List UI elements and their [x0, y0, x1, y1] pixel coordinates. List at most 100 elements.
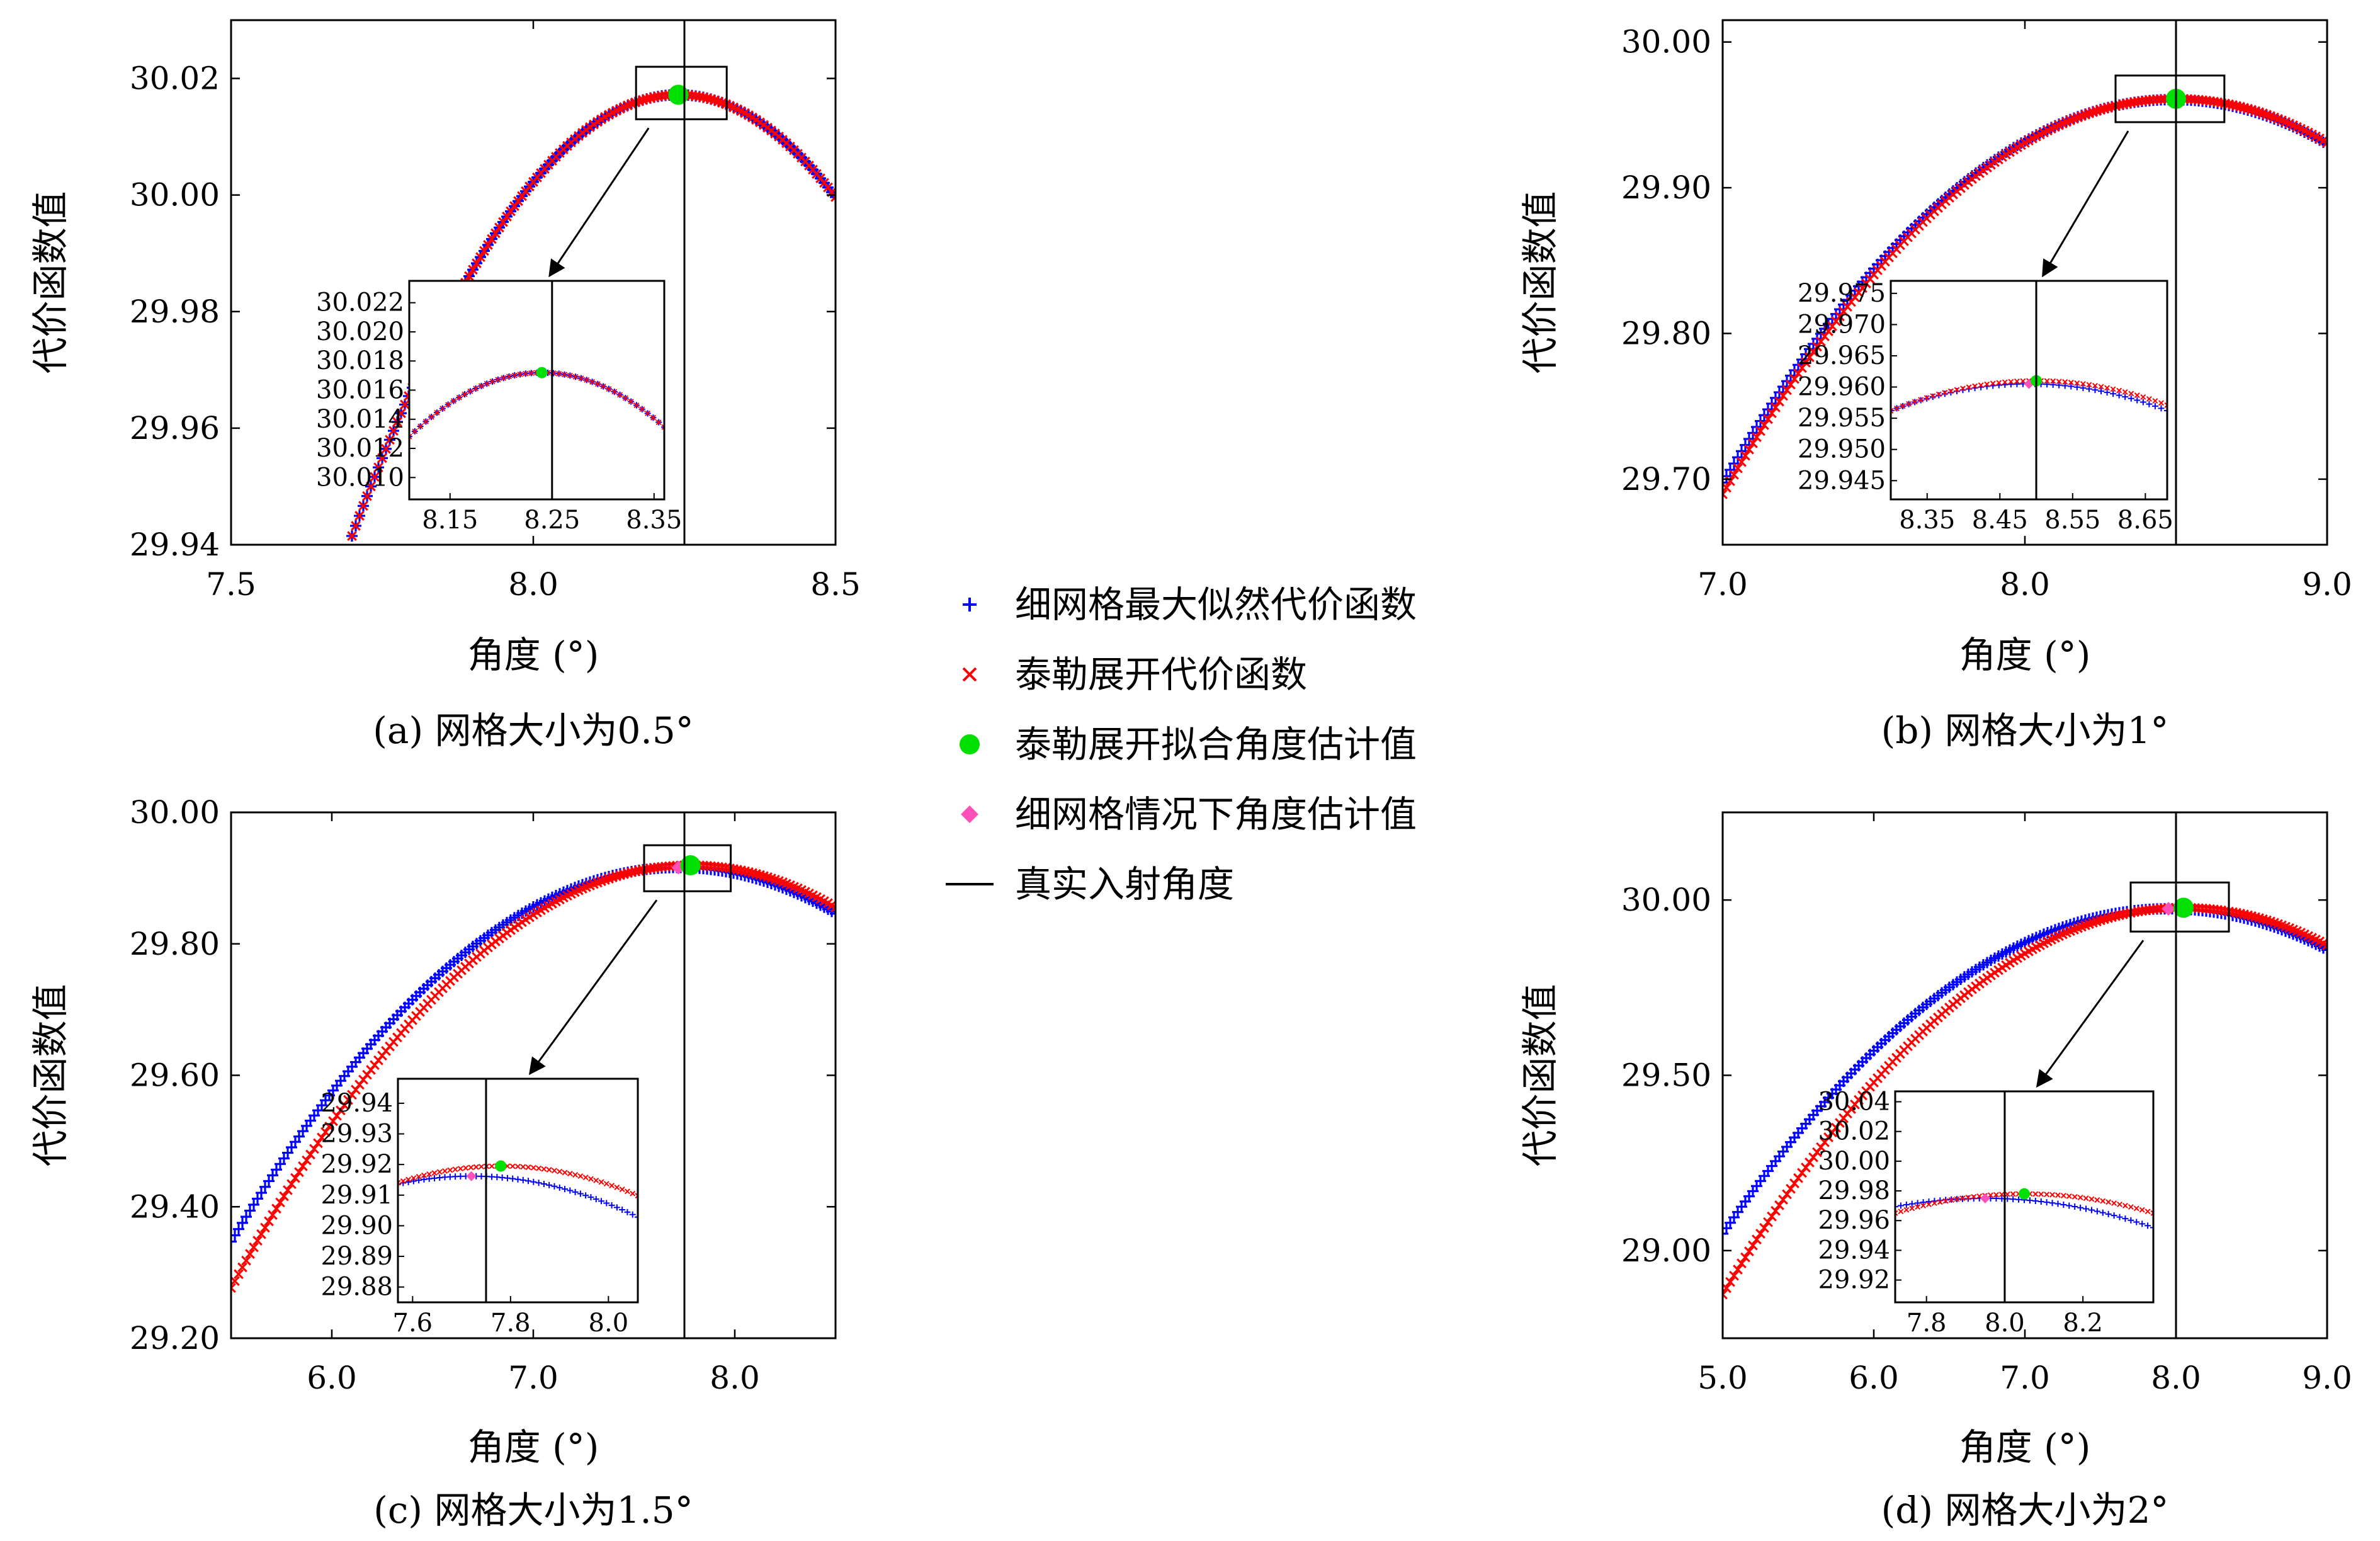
panel-c-taylor-point: [241, 1255, 251, 1266]
panel-a-inset-taylor-point: [409, 433, 412, 440]
panel-b-plot-area: [1723, 88, 2327, 499]
panel-a-inset-taylor-point: [639, 406, 645, 412]
panel-d-inset-taylor-point: [2066, 1193, 2072, 1199]
panel-c-inset-taylor-point: [587, 1176, 594, 1182]
panel-d-taylor-point: [1733, 1265, 1743, 1275]
panel-c-fine-point: [830, 907, 836, 919]
panel-a-inset-taylor-point: [523, 370, 529, 377]
panel-c-fine-point: [237, 1217, 248, 1229]
panel-b-xlabel: 角度 (°): [1959, 634, 2091, 676]
panel-c-inset-fine-point: [514, 1176, 521, 1183]
panel-b-inset-ytick-label: 29.945: [1798, 466, 1886, 495]
panel-b-taylor-point: [1774, 396, 1784, 407]
panel-a-inset-taylor-point: [506, 373, 512, 380]
panel-c-taylor-point: [830, 902, 836, 913]
panel-b-inset-taylor-point: [2008, 378, 2014, 385]
panel-b-inset-fine-point: [2104, 389, 2111, 396]
panel-a-taylor-point: [687, 90, 697, 101]
panel-b-inset-xtick-label: 8.55: [2044, 506, 2100, 535]
panel-d-inset-taylor-point: [1895, 1210, 1898, 1216]
panel-a-taylor-point: [396, 408, 406, 418]
panel-d-inset-taylor-point: [2128, 1204, 2134, 1210]
panel-d-xlabel: 角度 (°): [1959, 1426, 2091, 1469]
panel-d-inset-fine-point: [2032, 1198, 2039, 1205]
panel-c-inset-plot-area: [398, 1160, 638, 1220]
panel-d-inset-fine-point: [1914, 1200, 1921, 1207]
panel-d-inset-ytick-label: 30.04: [1818, 1088, 1890, 1117]
panel-d-inset-fine-point: [2133, 1219, 2140, 1225]
panel-b-taylor-point: [1801, 357, 1811, 368]
panel-c-fine-point: [244, 1205, 256, 1217]
panel-d-taylor-point: [1737, 1258, 1747, 1269]
panel-d-inset-fine-point: [1993, 1195, 2000, 1202]
panel-b-inset-taylor-point: [2116, 387, 2122, 394]
panel-c-inset-taylor-point: [400, 1178, 406, 1184]
panel-c-inset-fine-point: [572, 1188, 579, 1195]
panel-d-taylor-point: [1778, 1195, 1788, 1205]
panel-c-inset-taylor-point: [426, 1171, 433, 1177]
panel-d-inset-fine-point: [1964, 1195, 1971, 1202]
panel-d-xtick-label: 6.0: [1849, 1360, 1899, 1396]
panel-b-taylor-point: [1723, 489, 1728, 499]
panel-a-inset-taylor-point: [606, 386, 612, 392]
legend-item-taylor_est: 泰勒展开拟合角度估计值: [960, 723, 1417, 766]
panel-b-inset-fine-point: [2049, 381, 2056, 388]
panel-c-inset-fine-estimate-marker: [466, 1171, 477, 1181]
panel-a-taylor-point: [362, 491, 372, 501]
panel-a-inset-taylor-point: [412, 428, 418, 435]
panel-d-inset-taylor-point: [1948, 1197, 1954, 1203]
panel-c-inset-fine-point: [603, 1200, 610, 1207]
panel-c-inset-taylor-point: [562, 1169, 568, 1176]
panel-b-inset-taylor-point: [2020, 378, 2026, 384]
panel-a-inset-taylor-estimate-marker: [536, 367, 548, 378]
panel-a-inset-ytick-label: 30.010: [316, 463, 404, 492]
panel-a-taylor-point: [388, 426, 399, 436]
panel-c-inset-taylor-estimate-marker: [495, 1160, 507, 1172]
panel-b-taylor-point: [1797, 363, 1807, 373]
panel-a-inset-taylor-point: [473, 385, 479, 392]
panel-a-ytick-label: 29.98: [130, 293, 220, 330]
panel-d-inset-taylor-point: [1915, 1204, 1921, 1210]
panel-d-inset-fine-point: [2145, 1222, 2151, 1229]
panel-d-inset-ytick-label: 30.02: [1818, 1117, 1890, 1146]
panel-c-taylor-point: [328, 1116, 338, 1127]
panel-d-inset-taylor-point: [2122, 1202, 2128, 1208]
panel-d-taylor-point: [1789, 1178, 1799, 1189]
panel-d-taylor-point: [1771, 1205, 1781, 1216]
panel-b-inset-fine-point: [2068, 383, 2075, 390]
panel-c-inset-fine-point: [530, 1178, 537, 1185]
panel-b-inset-taylor-point: [2164, 402, 2167, 408]
panel-b-taylor-point: [2201, 95, 2211, 106]
panel-a-inset-taylor-point: [495, 377, 501, 383]
panel-d-ytick-label: 30.00: [1621, 882, 1711, 918]
panel-b-taylor-point: [1782, 385, 1792, 395]
panel-b-inset-fine-point: [2092, 387, 2099, 394]
panel-d-inset-fine-point: [1920, 1199, 1927, 1206]
panel-b-inset-ytick-label: 29.950: [1798, 435, 1886, 464]
panel-a-inset-ytick-label: 30.020: [316, 317, 404, 346]
panel-a-inset-background: [409, 281, 664, 499]
panel-b-inset-taylor-point: [1891, 407, 1894, 414]
panel-a-taylor-point: [498, 217, 508, 227]
panel-a-taylor-point: [354, 511, 365, 521]
panel-d-inset-fine-point: [2010, 1196, 2017, 1203]
panel-b-inset-taylor-point: [1954, 387, 1960, 393]
panel-d-ylabel: 代价函数值: [1519, 984, 1561, 1166]
panel-d-inset-fine-estimate-marker: [1980, 1193, 1990, 1203]
panel-c-taylor-point: [252, 1236, 263, 1246]
panel-d-fine-estimate-marker: [2162, 902, 2175, 916]
panel-b-taylor-point: [2152, 94, 2162, 105]
panel-d-taylor-point: [1759, 1222, 1769, 1233]
panel-c-taylor-point: [271, 1203, 281, 1214]
panel-c-inset-taylor-point: [624, 1188, 630, 1195]
panel-c-inset-xtick-label: 7.6: [393, 1309, 433, 1338]
panel-c-inset-taylor-point: [473, 1164, 479, 1170]
panel-c-inset-taylor-point: [416, 1173, 422, 1180]
panel-b-taylor-point: [1740, 450, 1750, 461]
panel-d-inset-fine-point: [1895, 1203, 1898, 1210]
panel-b-inset-taylor-point: [2062, 379, 2068, 385]
panel-d-xtick-label: 9.0: [2302, 1360, 2352, 1396]
panel-b-xtick-label: 8.0: [2000, 566, 2050, 603]
panel-b-inset-taylor-point: [2080, 381, 2086, 387]
panel-a-taylor-estimate-marker: [668, 84, 689, 105]
